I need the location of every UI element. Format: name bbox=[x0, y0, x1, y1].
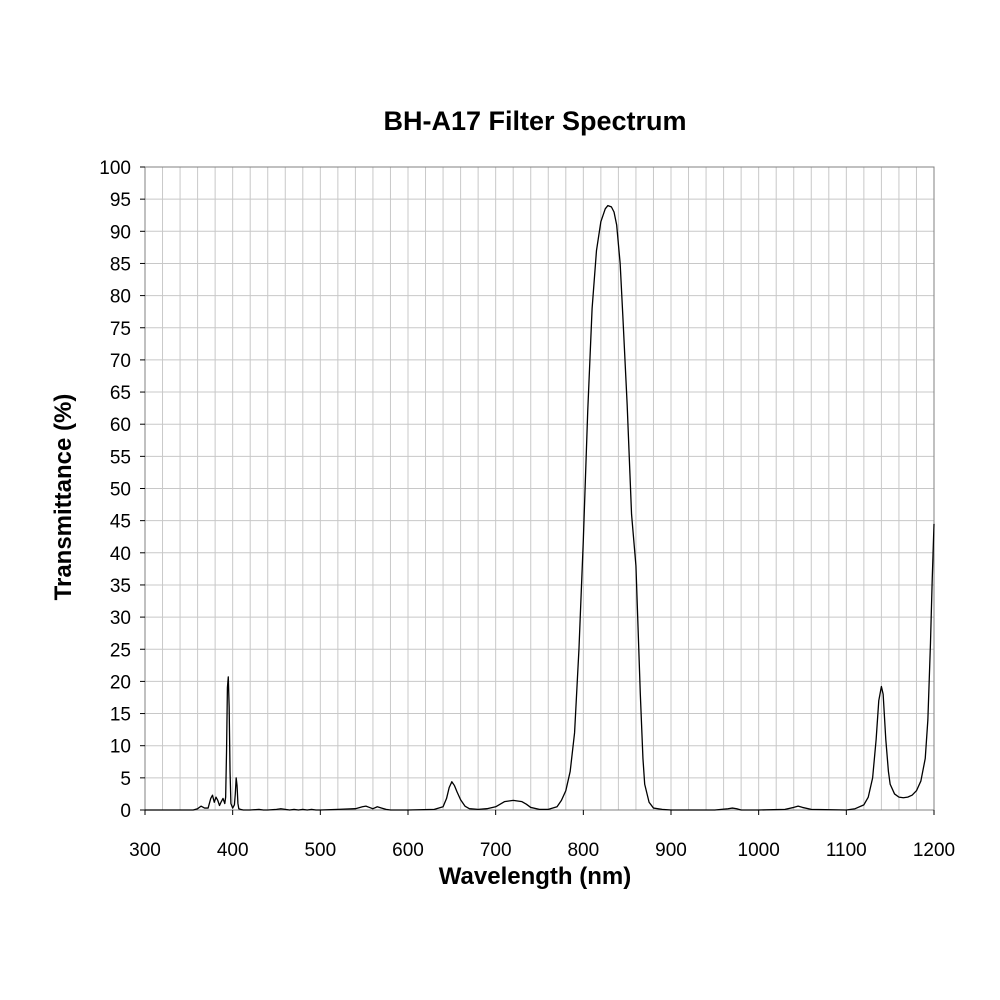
x-tick-label: 300 bbox=[129, 840, 161, 861]
y-tick-label: 90 bbox=[110, 222, 131, 243]
y-tick-label: 60 bbox=[110, 415, 131, 436]
y-axis-title: Transmittance (%) bbox=[50, 394, 77, 601]
y-tick-label: 40 bbox=[110, 544, 131, 565]
x-tick-label: 600 bbox=[392, 840, 424, 861]
y-tick-label: 85 bbox=[110, 254, 131, 275]
y-tick-label: 20 bbox=[110, 672, 131, 693]
x-tick-label: 500 bbox=[304, 840, 336, 861]
y-tick-label: 100 bbox=[99, 158, 131, 179]
y-tick-label: 80 bbox=[110, 287, 131, 308]
x-tick-label: 900 bbox=[655, 840, 687, 861]
chart-title: BH-A17 Filter Spectrum bbox=[383, 106, 686, 136]
y-tick-label: 30 bbox=[110, 608, 131, 629]
y-tick-label: 65 bbox=[110, 383, 131, 404]
x-tick-label: 1200 bbox=[913, 840, 955, 861]
y-tick-label: 55 bbox=[110, 447, 131, 468]
y-tick-label: 95 bbox=[110, 190, 131, 211]
y-tick-label: 50 bbox=[110, 480, 131, 501]
y-tick-label: 70 bbox=[110, 351, 131, 372]
y-tick-label: 15 bbox=[110, 705, 131, 726]
x-tick-label: 700 bbox=[480, 840, 512, 861]
x-tick-label: 1100 bbox=[826, 840, 867, 861]
y-tick-label: 5 bbox=[120, 769, 131, 790]
y-tick-label: 45 bbox=[110, 512, 131, 533]
x-tick-label: 800 bbox=[567, 840, 599, 861]
y-tick-label: 75 bbox=[110, 319, 131, 340]
y-tick-label: 25 bbox=[110, 640, 131, 661]
y-tick-label: 10 bbox=[110, 737, 131, 758]
y-tick-label: 0 bbox=[120, 801, 131, 822]
x-axis-title: Wavelength (nm) bbox=[439, 863, 631, 890]
x-tick-label: 400 bbox=[217, 840, 249, 861]
y-tick-label: 35 bbox=[110, 576, 131, 597]
x-tick-label: 1000 bbox=[738, 840, 780, 861]
spectrum-line bbox=[145, 204, 935, 811]
